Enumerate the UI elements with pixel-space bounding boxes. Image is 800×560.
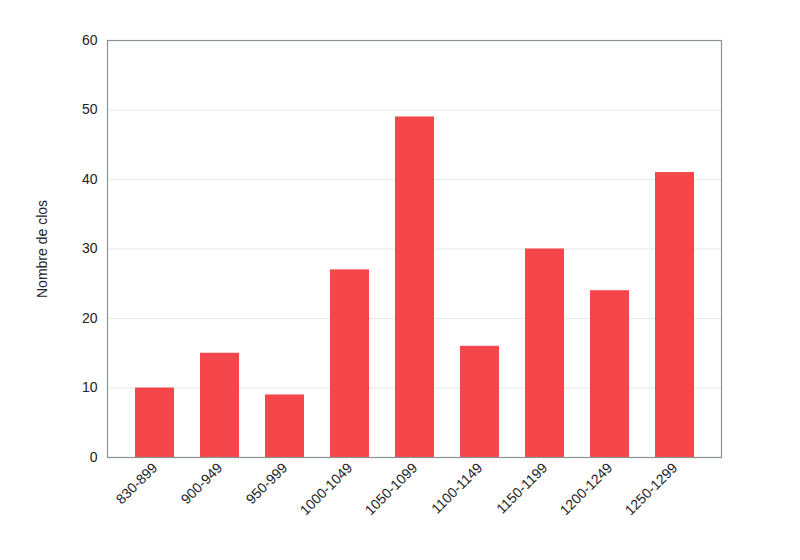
svg-text:1250-1299: 1250-1299 (622, 459, 681, 518)
svg-text:50: 50 (82, 101, 98, 117)
svg-text:830-899: 830-899 (113, 459, 161, 507)
svg-text:0: 0 (90, 449, 98, 465)
svg-text:1050-1099: 1050-1099 (362, 459, 421, 518)
svg-text:900-949: 900-949 (178, 459, 226, 507)
svg-text:950-999: 950-999 (243, 459, 291, 507)
svg-text:10: 10 (82, 379, 98, 395)
svg-text:30: 30 (82, 240, 98, 256)
svg-text:Nombre de clos: Nombre de clos (34, 200, 50, 298)
svg-text:1100-1149: 1100-1149 (428, 459, 485, 516)
svg-text:40: 40 (82, 171, 98, 187)
svg-text:1000-1049: 1000-1049 (297, 459, 356, 518)
svg-text:1200-1249: 1200-1249 (557, 459, 616, 518)
svg-text:20: 20 (82, 310, 98, 326)
svg-text:60: 60 (82, 32, 98, 48)
svg-text:1150-1199: 1150-1199 (493, 459, 550, 516)
